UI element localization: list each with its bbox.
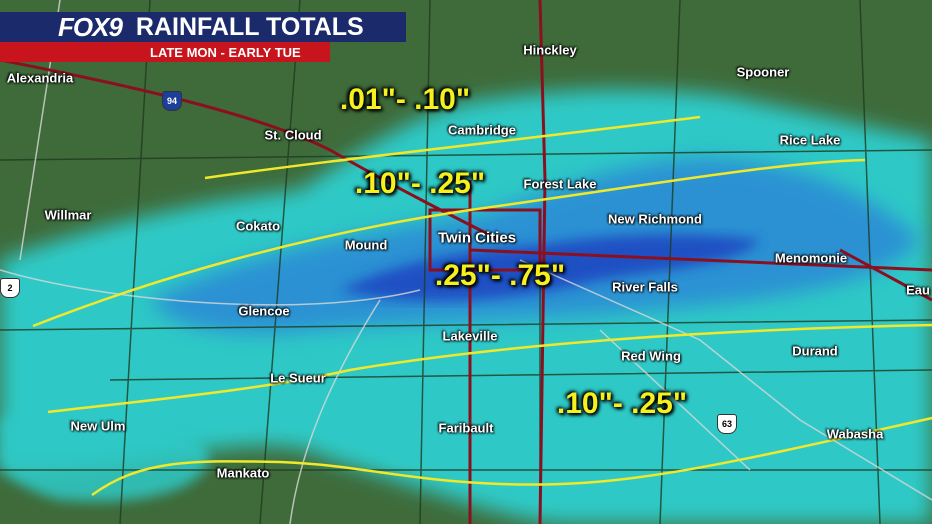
city-label: Hinckley: [523, 42, 577, 58]
city-label: Twin Cities: [437, 229, 517, 247]
city-label: Cokato: [235, 218, 281, 234]
city-label: Red Wing: [621, 348, 681, 364]
city-label: New Ulm: [70, 418, 126, 434]
city-label: Le Sueur: [270, 370, 326, 386]
rain-light-area-west: [0, 411, 209, 502]
city-label: New Richmond: [608, 211, 702, 227]
contour-line: [91, 416, 932, 497]
title-banner: FOX9 RAINFALL TOTALS LATE MON - EARLY TUE: [0, 12, 406, 62]
city-label: Rice Lake: [779, 132, 841, 148]
city-label: Mound: [344, 237, 388, 253]
rain-range-label: .10"- .25": [556, 387, 688, 420]
rain-range-label: .10"- .25": [354, 167, 486, 200]
city-label: St. Cloud: [264, 127, 322, 143]
city-label: Willmar: [44, 207, 92, 223]
city-label: Eau: [906, 282, 930, 298]
city-label: Glencoe: [238, 303, 290, 319]
interstate-shield: 94: [162, 91, 182, 111]
city-label: Faribault: [438, 420, 494, 436]
city-label: Spooner: [736, 64, 790, 80]
city-label: Menomonie: [774, 250, 848, 266]
contour-line: [32, 158, 866, 328]
city-label: Lakeville: [442, 328, 498, 344]
city-label: Mankato: [216, 465, 270, 481]
page-title: RAINFALL TOTALS: [135, 12, 364, 41]
fox9-logo: FOX9: [58, 11, 123, 42]
city-label: Durand: [792, 343, 838, 359]
city-label: Cambridge: [448, 122, 516, 138]
contour-lines: [32, 115, 932, 497]
rain-range-label: .01"- .10": [339, 83, 471, 116]
rain-range-label: .25"- .75": [434, 259, 566, 292]
contour-line: [204, 115, 701, 180]
city-label: Wabasha: [826, 426, 884, 442]
rain-heavy-area: [340, 234, 760, 301]
city-label: River Falls: [612, 279, 678, 295]
us-route-shield: 63: [717, 414, 737, 434]
city-label: Forest Lake: [523, 176, 597, 192]
contour-line: [47, 323, 932, 414]
time-subtitle: LATE MON - EARLY TUE: [150, 44, 301, 60]
city-label: Alexandria: [6, 70, 74, 86]
route-shield: 2: [0, 278, 20, 298]
